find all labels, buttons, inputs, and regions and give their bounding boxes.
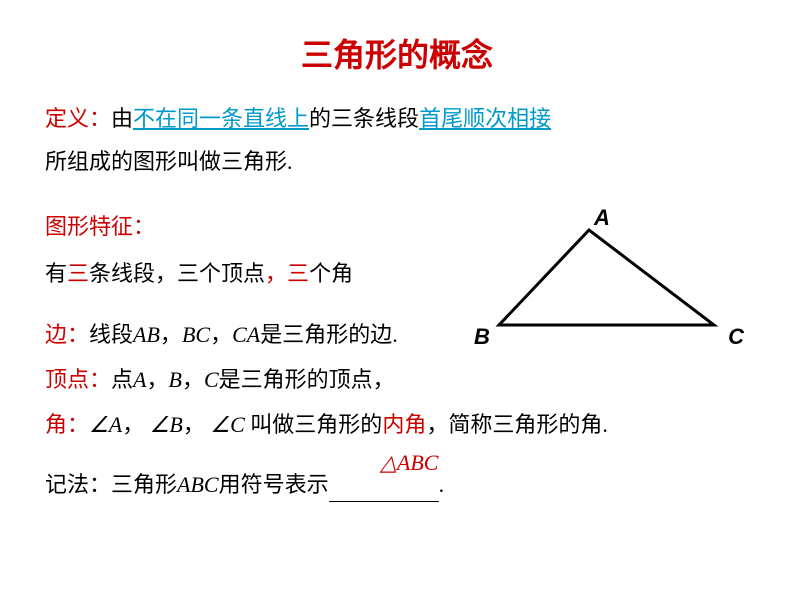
angle-t2: ，简称三角形的角. [426, 412, 608, 437]
def-blue2: 首尾顺次相接 [419, 106, 551, 131]
angle-c: ∠C [210, 412, 250, 437]
definition-line2: 所组成的图形叫做三角形. [45, 144, 749, 179]
notation-period: . [439, 472, 445, 497]
vertex-line: 顶点：点A，B，C是三角形的顶点， [45, 362, 749, 397]
feat-r2: ，三 [265, 261, 309, 286]
vertex-c1: ， [146, 367, 168, 392]
vertex-c2: ， [182, 367, 204, 392]
definition-section: 定义：由不在同一条直线上的三条线段首尾顺次相接 所组成的图形叫做三角形. [45, 101, 749, 179]
notation-label: 记法： [45, 472, 111, 497]
notation-t1: 三角形 [111, 472, 177, 497]
def-part1: 由 [111, 106, 133, 131]
angle-a: ∠A [89, 412, 122, 437]
notation-t2: 用符号表示 [219, 472, 329, 497]
vertex-a: A [133, 367, 146, 392]
angle-t1: 叫做三角形的 [250, 412, 382, 437]
triangle-diagram: A B C [479, 210, 739, 350]
notation-line: 记法：三角形ABC用符号表示. △ABC [45, 467, 749, 502]
triangle-shape [499, 230, 714, 325]
edge-bc: BC [182, 322, 210, 347]
feat-p3: 个角 [309, 261, 353, 286]
vertex-c: C [204, 367, 219, 392]
vertex-label: 顶点： [45, 367, 111, 392]
edge-c1: ， [160, 322, 182, 347]
feat-r1: 三 [67, 261, 89, 286]
triangle-label-b: B [474, 324, 490, 350]
triangle-abc-answer: △ABC [380, 445, 438, 480]
edge-t1: 线段 [89, 322, 133, 347]
angle-line: 角：∠A， ∠B， ∠C 叫做三角形的内角，简称三角形的角. [45, 407, 749, 442]
vertex-b: B [169, 367, 182, 392]
triangle-label-a: A [594, 205, 610, 231]
edge-label: 边： [45, 322, 89, 347]
feat-p1: 有 [45, 261, 67, 286]
notation-abc: ABC [177, 472, 219, 497]
triangle-label-c: C [728, 324, 744, 350]
edge-ca: CA [232, 322, 260, 347]
edge-ab: AB [133, 322, 160, 347]
vertex-t1: 点 [111, 367, 133, 392]
edge-c2: ， [210, 322, 232, 347]
blank-line [329, 501, 439, 502]
angle-label: 角： [45, 412, 89, 437]
edge-t2: 是三角形的边. [260, 322, 398, 347]
angle-red: 内角 [382, 412, 426, 437]
definition-label: 定义： [45, 106, 111, 131]
angle-b: ∠B [150, 412, 183, 437]
page-title: 三角形的概念 [0, 0, 794, 101]
triangle-svg [479, 210, 739, 350]
angle-c1: ， [122, 412, 150, 437]
angle-c2: ， [183, 412, 211, 437]
feat-p2: 条线段，三个顶点 [89, 261, 265, 286]
def-blue1: 不在同一条直线上 [133, 106, 309, 131]
definition-line1: 定义：由不在同一条直线上的三条线段首尾顺次相接 [45, 101, 749, 136]
vertex-t2: 是三角形的顶点， [219, 367, 395, 392]
def-part2: 的三条线段 [309, 106, 419, 131]
